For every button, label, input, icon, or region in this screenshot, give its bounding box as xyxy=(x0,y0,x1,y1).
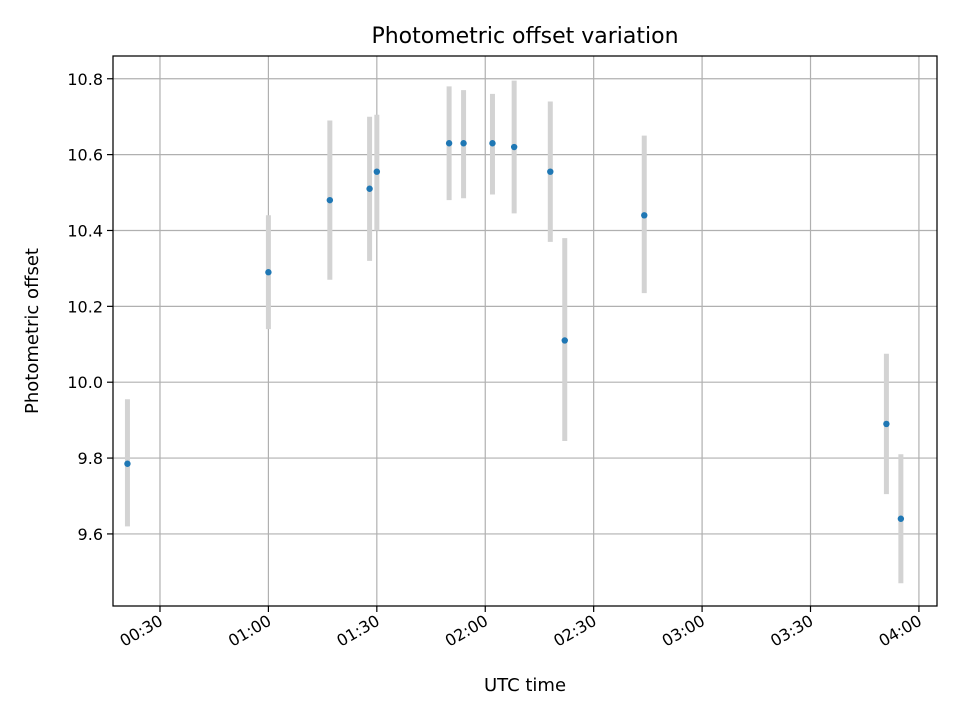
data-point xyxy=(547,168,554,175)
data-point xyxy=(366,185,373,192)
x-tick-label: 02:30 xyxy=(550,611,599,651)
data-point xyxy=(124,460,131,467)
data-point xyxy=(897,515,905,522)
data-point xyxy=(883,420,890,428)
data-point xyxy=(460,140,467,147)
data-point xyxy=(561,337,568,344)
data-point xyxy=(641,212,648,219)
data-point xyxy=(510,143,518,151)
x-tick-label: 03:00 xyxy=(659,611,708,651)
y-tick-label: 9.6 xyxy=(78,525,103,544)
x-tick-label: 04:00 xyxy=(875,611,924,651)
data-point xyxy=(373,168,381,175)
x-tick-label: 00:30 xyxy=(117,611,166,651)
y-tick-label: 10.0 xyxy=(67,373,103,392)
x-tick-label: 03:30 xyxy=(767,611,816,651)
y-tick-label: 10.2 xyxy=(67,297,103,316)
data-point xyxy=(326,196,334,204)
error-bars xyxy=(124,80,904,584)
data-point xyxy=(265,269,272,276)
y-axis-label: Photometric offset xyxy=(22,248,43,414)
chart-title: Photometric offset variation xyxy=(371,24,678,49)
x-tick-label: 01:30 xyxy=(333,611,382,651)
y-tick-label: 10.8 xyxy=(67,70,103,89)
grid-lines xyxy=(113,56,937,606)
y-tick-label: 9.8 xyxy=(78,449,103,468)
y-tick-label: 10.4 xyxy=(67,221,103,240)
data-point xyxy=(445,140,453,147)
axis-ticks: 00:30 01:00 01:30 02:00 02:30 03:00 03:30 04:00… xyxy=(67,70,925,651)
data-points xyxy=(124,140,905,522)
y-tick-label: 10.6 xyxy=(67,146,103,165)
plot-frame xyxy=(112,55,938,607)
x-tick-label: 02:00 xyxy=(442,611,491,651)
x-axis-label: UTC time xyxy=(484,675,566,696)
x-tick-label: 01:00 xyxy=(225,611,274,651)
data-point xyxy=(489,140,496,147)
